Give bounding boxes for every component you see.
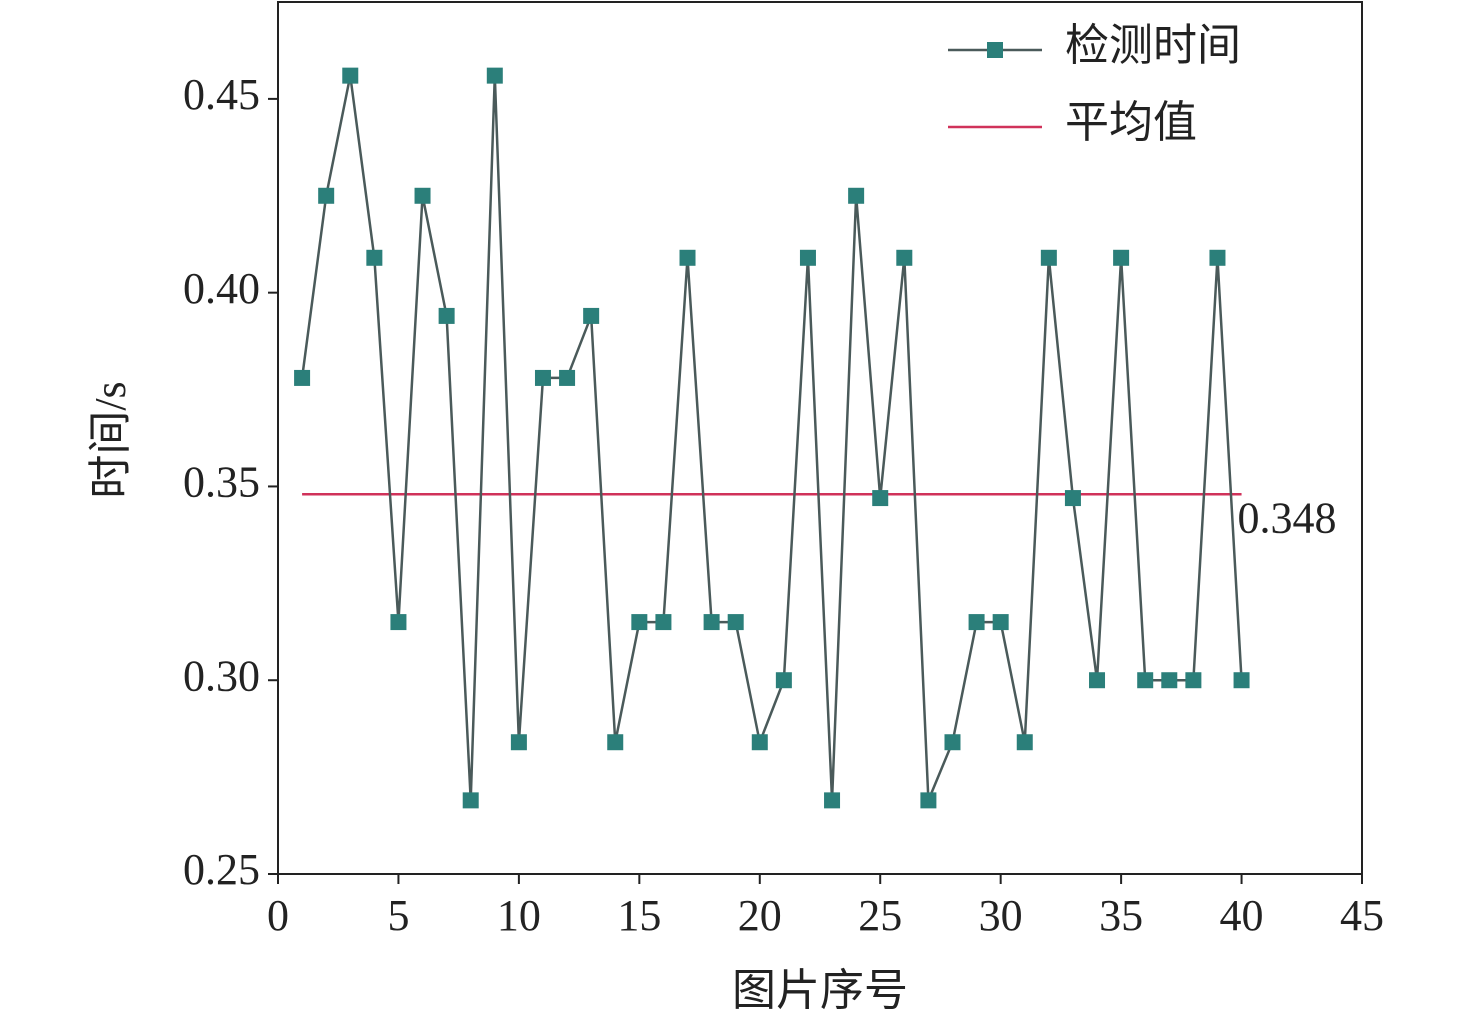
data-point [1113, 249, 1130, 266]
data-point [1185, 672, 1202, 689]
data-point [607, 734, 624, 751]
data-point [462, 792, 479, 809]
y-tick-label: 0.40 [183, 264, 260, 313]
data-point [1209, 249, 1226, 266]
data-point [438, 307, 455, 324]
data-point [559, 369, 576, 386]
data-point [896, 249, 913, 266]
data-point [1137, 672, 1154, 689]
legend-label: 平均值 [1065, 98, 1197, 147]
data-point [968, 614, 985, 631]
data-point [318, 187, 335, 204]
data-point [751, 734, 768, 751]
data-point [1064, 490, 1081, 507]
data-point [920, 792, 937, 809]
x-tick-label: 5 [387, 891, 409, 940]
data-point [1089, 672, 1106, 689]
data-point [824, 792, 841, 809]
data-point [872, 490, 889, 507]
x-tick-label: 45 [1340, 891, 1384, 940]
data-point [799, 249, 816, 266]
data-point [848, 187, 865, 204]
data-point [679, 249, 696, 266]
legend-marker [987, 42, 1003, 58]
y-tick-label: 0.25 [183, 845, 260, 894]
x-tick-label: 10 [497, 891, 541, 940]
x-tick-label: 25 [858, 891, 902, 940]
data-point [294, 369, 311, 386]
data-point [1233, 672, 1250, 689]
data-point [583, 307, 600, 324]
data-point [342, 67, 359, 84]
data-point [775, 672, 792, 689]
x-tick-label: 0 [267, 891, 289, 940]
data-point [631, 614, 648, 631]
data-point [655, 614, 672, 631]
series-line [300, 75, 1243, 801]
data-point [727, 614, 744, 631]
x-tick-label: 20 [738, 891, 782, 940]
x-tick-label: 30 [979, 891, 1023, 940]
data-point [390, 614, 407, 631]
data-point [510, 734, 527, 751]
data-point [414, 187, 431, 204]
data-point [1040, 249, 1057, 266]
plot-frame [277, 1, 1363, 875]
y-tick-label: 0.35 [183, 458, 260, 507]
data-point [366, 249, 383, 266]
x-tick-label: 15 [617, 891, 661, 940]
data-point [1016, 734, 1033, 751]
x-tick-label: 40 [1220, 891, 1264, 940]
x-axis-label: 图片序号 [732, 966, 908, 1015]
legend-label: 检测时间 [1065, 21, 1241, 70]
data-point [703, 614, 720, 631]
data-point [992, 614, 1009, 631]
data-point [1161, 672, 1178, 689]
y-tick-label: 0.30 [183, 651, 260, 700]
data-point [944, 734, 961, 751]
y-tick-label: 0.45 [183, 70, 260, 119]
y-axis-label: 时间/s [86, 381, 135, 498]
data-point [486, 67, 503, 84]
data-point [534, 369, 551, 386]
reference-value-label: 0.348 [1238, 493, 1337, 542]
x-tick-label: 35 [1099, 891, 1143, 940]
